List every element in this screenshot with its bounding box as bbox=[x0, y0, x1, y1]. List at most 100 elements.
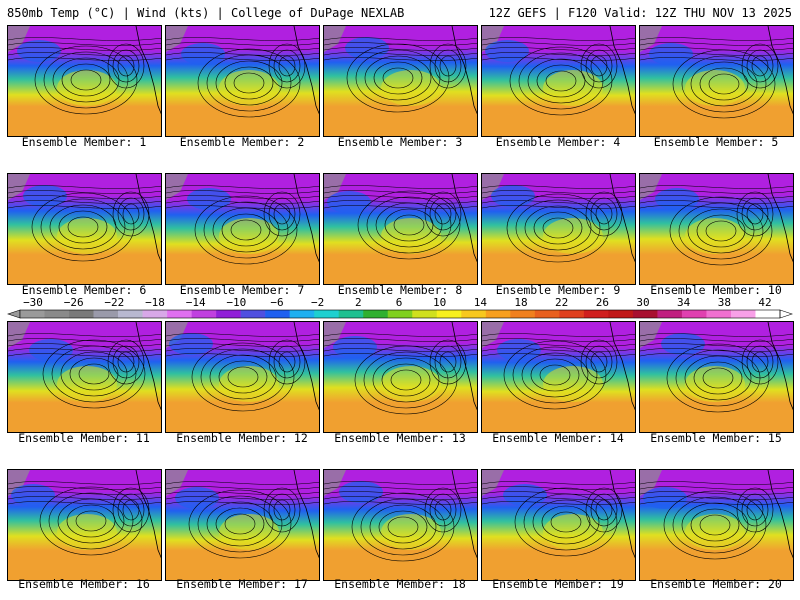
ensemble-member-caption: Ensemble Member: 11 bbox=[18, 431, 150, 445]
height-contour bbox=[278, 55, 296, 77]
colorbar-swatch bbox=[510, 310, 536, 318]
height-contour bbox=[203, 201, 289, 259]
temperature-field-map bbox=[640, 26, 793, 136]
height-contour bbox=[690, 508, 740, 542]
cold-pool bbox=[643, 487, 687, 509]
height-contour bbox=[268, 43, 306, 89]
height-contour bbox=[324, 353, 477, 357]
height-contour bbox=[482, 348, 635, 352]
height-contour bbox=[8, 190, 161, 194]
temperature-field-map bbox=[640, 322, 793, 432]
terrain-mask bbox=[640, 322, 662, 348]
height-contour bbox=[324, 57, 477, 61]
height-contour bbox=[640, 205, 793, 209]
height-contour bbox=[227, 366, 259, 388]
coastline bbox=[293, 470, 319, 559]
height-contour bbox=[324, 52, 477, 56]
height-contour bbox=[705, 220, 737, 242]
colorbar-tick-label: −6 bbox=[270, 296, 284, 309]
ensemble-member-caption: Ensemble Member: 18 bbox=[334, 577, 466, 591]
height-contour bbox=[640, 486, 793, 490]
cold-pool bbox=[11, 484, 55, 506]
height-contour bbox=[273, 49, 301, 83]
height-contour bbox=[70, 69, 102, 91]
colorbar-swatch bbox=[167, 310, 192, 318]
terrain-mask bbox=[8, 174, 30, 200]
ensemble-member-caption: Ensemble Member: 15 bbox=[650, 431, 782, 445]
height-contour bbox=[40, 198, 126, 256]
ensemble-map-panel bbox=[323, 469, 478, 581]
colorbar-swatch bbox=[583, 310, 609, 318]
height-contour bbox=[512, 346, 598, 404]
height-contour bbox=[482, 481, 635, 485]
height-contour bbox=[372, 357, 440, 403]
height-contour bbox=[741, 339, 779, 385]
warm-ridge bbox=[57, 514, 117, 550]
height-contour bbox=[424, 191, 462, 237]
height-contour bbox=[354, 345, 458, 415]
height-contour bbox=[117, 493, 145, 527]
cold-pool bbox=[485, 40, 529, 62]
height-contour bbox=[681, 55, 767, 113]
height-contour bbox=[746, 345, 774, 379]
height-contour bbox=[31, 192, 135, 262]
ensemble-member-caption: Ensemble Member: 20 bbox=[650, 577, 782, 591]
colorbar-swatch bbox=[534, 310, 560, 318]
warm-ridge bbox=[685, 366, 745, 402]
height-contour bbox=[482, 353, 635, 357]
height-contour bbox=[640, 57, 793, 61]
height-contour bbox=[524, 205, 592, 251]
height-contour bbox=[482, 486, 635, 490]
height-contour bbox=[166, 37, 319, 41]
colorbar-tick-label: 34 bbox=[677, 296, 691, 309]
height-contour bbox=[197, 495, 283, 553]
height-contour bbox=[69, 357, 119, 391]
height-contour bbox=[503, 340, 607, 410]
height-contour bbox=[206, 501, 274, 547]
colorbar-swatch bbox=[240, 310, 266, 318]
height-contour bbox=[166, 57, 319, 61]
colorbar-swatch bbox=[485, 310, 511, 318]
height-contour bbox=[346, 43, 450, 113]
colorbar-swatch bbox=[338, 310, 364, 318]
height-contour bbox=[746, 49, 774, 83]
terrain-mask bbox=[482, 322, 504, 348]
height-contour bbox=[585, 49, 613, 83]
height-contour bbox=[324, 501, 477, 505]
height-contour bbox=[640, 200, 793, 204]
cold-pool bbox=[333, 336, 377, 358]
terrain-mask bbox=[324, 470, 346, 496]
height-contour bbox=[166, 348, 319, 352]
height-contour bbox=[585, 487, 623, 533]
height-contour bbox=[482, 195, 635, 199]
temperature-field-map bbox=[324, 470, 477, 580]
ensemble-map-panel bbox=[7, 321, 162, 433]
height-contour bbox=[8, 47, 161, 51]
colorbar-tick-label: 14 bbox=[473, 296, 487, 309]
height-contour bbox=[672, 496, 758, 554]
height-contour bbox=[117, 55, 135, 77]
ensemble-member-caption: Ensemble Member: 4 bbox=[495, 135, 621, 149]
height-contour bbox=[751, 351, 769, 373]
warm-ridge bbox=[381, 366, 441, 402]
cold-pool bbox=[345, 37, 389, 59]
map-title: 850mb Temp (°C) | Wind (kts) | College o… bbox=[7, 6, 405, 20]
ensemble-map-panel bbox=[481, 321, 636, 433]
height-contour bbox=[107, 339, 145, 385]
ensemble-map-panel bbox=[481, 173, 636, 285]
terrain-mask bbox=[640, 470, 662, 496]
height-contour bbox=[640, 353, 793, 357]
colorbar-swatch bbox=[289, 310, 315, 318]
height-contour bbox=[75, 510, 107, 532]
temperature-field-map bbox=[324, 174, 477, 284]
height-contour bbox=[482, 42, 635, 46]
height-contour bbox=[640, 47, 793, 51]
colorbar-tick-label: 18 bbox=[514, 296, 528, 309]
height-contour bbox=[741, 197, 769, 231]
height-contour bbox=[8, 481, 161, 485]
height-contour bbox=[8, 185, 161, 189]
ensemble-member-caption: Ensemble Member: 14 bbox=[492, 431, 624, 445]
colorbar-swatch bbox=[387, 310, 413, 318]
coastline bbox=[293, 26, 319, 115]
height-contour bbox=[640, 333, 793, 337]
